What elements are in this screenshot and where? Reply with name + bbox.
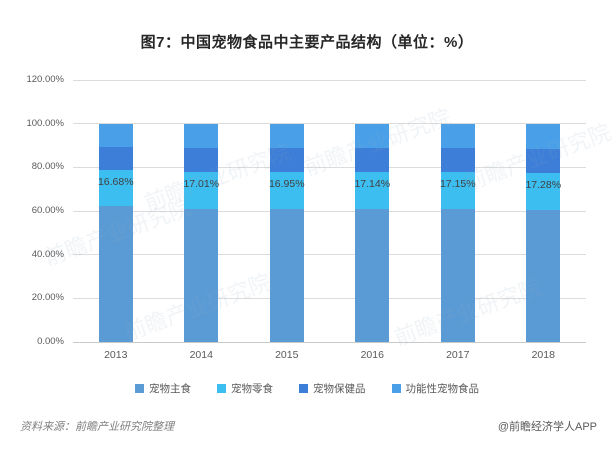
legend-marker-icon <box>299 384 308 393</box>
data-source-note: 资料来源：前瞻产业研究院整理 <box>20 421 174 433</box>
stacked-bar-2018: 17.28% <box>525 123 562 342</box>
x-tick-label-2016: 2016 <box>360 349 384 361</box>
bar-segment-宠物零食: 17.01% <box>183 171 220 209</box>
bar-segment-宠物零食: 17.14% <box>354 171 391 210</box>
bar-segment-功能性宠物食品 <box>440 123 475 148</box>
category-column-2016: 17.14% <box>330 80 416 342</box>
gridline-40 <box>73 254 586 256</box>
legend: 宠物主食 宠物零食 宠物保健品 功能性宠物食品 <box>0 381 614 396</box>
bar-segment-功能性宠物食品 <box>269 123 304 149</box>
x-tick-label-2013: 2013 <box>104 349 128 361</box>
bar-segment-功能性宠物食品 <box>98 123 133 147</box>
bar-segment-宠物保健品 <box>98 146 133 170</box>
legend-item-宠物零食: 宠物零食 <box>217 381 273 396</box>
bar-columns: 16.68% 17.01% 16.95% 17.14% 17.15% 17.28% <box>73 80 586 342</box>
data-label: 17.28% <box>525 178 562 191</box>
credit-note: @前瞻经济学人APP <box>497 421 597 433</box>
category-column-2017: 17.15% <box>415 80 501 342</box>
stacked-bar-2014: 17.01% <box>183 123 220 342</box>
legend-marker-icon <box>217 384 226 393</box>
gridline-60 <box>73 210 586 212</box>
category-column-2013: 16.68% <box>73 80 159 342</box>
bar-segment-宠物零食: 17.28% <box>525 172 562 211</box>
gridline-0 <box>73 341 586 343</box>
x-tick-label-2015: 2015 <box>275 349 299 361</box>
x-axis: 2013 2014 2015 2016 2017 2018 <box>73 349 586 361</box>
gridline-20 <box>73 297 586 299</box>
bar-segment-宠物零食: 16.95% <box>268 171 305 209</box>
y-axis: 0.00% 20.00% 40.00% 60.00% 80.00% 100.00% 120.… <box>0 74 64 347</box>
bar-segment-宠物主食 <box>98 206 133 342</box>
y-tick-label: 20.00% <box>31 292 64 304</box>
x-tick-label-2018: 2018 <box>531 349 555 361</box>
legend-label: 宠物保健品 <box>313 383 366 395</box>
bar-segment-功能性宠物食品 <box>526 123 561 149</box>
bar-segment-宠物零食: 17.15% <box>439 171 476 210</box>
legend-item-功能性宠物食品: 功能性宠物食品 <box>391 381 480 396</box>
bar-segment-宠物主食 <box>269 208 304 342</box>
category-column-2014: 17.01% <box>159 80 245 342</box>
footer: 资料来源：前瞻产业研究院整理 @前瞻经济学人APP <box>20 418 597 434</box>
gridline-80 <box>73 166 586 168</box>
category-column-2015: 16.95% <box>244 80 330 342</box>
data-label: 17.15% <box>439 177 476 190</box>
bar-segment-宠物主食 <box>440 209 475 342</box>
legend-label: 宠物零食 <box>231 383 273 395</box>
legend-item-宠物主食: 宠物主食 <box>135 381 191 396</box>
stacked-bar-2016: 17.14% <box>354 123 391 342</box>
y-tick-label: 60.00% <box>31 205 64 216</box>
y-tick-label: 80.00% <box>31 161 64 173</box>
x-tick-label-2014: 2014 <box>189 349 213 361</box>
data-label: 16.95% <box>268 177 305 190</box>
stacked-bar-2015: 16.95% <box>268 123 305 342</box>
legend-label: 宠物主食 <box>149 383 191 395</box>
y-tick-label: 120.00% <box>26 74 64 85</box>
legend-marker-icon <box>135 384 144 393</box>
stacked-bar-2017: 17.15% <box>439 123 476 342</box>
bar-segment-宠物保健品 <box>184 147 219 172</box>
y-tick-label: 40.00% <box>31 248 64 260</box>
x-tick-label-2017: 2017 <box>446 349 470 361</box>
bar-segment-功能性宠物食品 <box>355 123 390 149</box>
bar-segment-宠物零食: 16.68% <box>97 169 134 207</box>
data-label: 17.01% <box>183 177 220 190</box>
category-column-2018: 17.28% <box>501 80 587 342</box>
chart-title: 图7：中国宠物食品中主要产品结构（单位：%） <box>140 34 474 51</box>
bar-segment-宠物主食 <box>184 208 219 342</box>
y-tick-label: 100.00% <box>26 117 64 129</box>
legend-label: 功能性宠物食品 <box>405 383 480 395</box>
bar-segment-宠物主食 <box>355 209 390 342</box>
bar-segment-宠物主食 <box>526 210 561 342</box>
bar-segment-宠物保健品 <box>355 148 390 172</box>
y-tick-label: 0.00% <box>37 336 64 347</box>
legend-item-宠物保健品: 宠物保健品 <box>299 381 366 396</box>
gridline-120 <box>73 79 586 81</box>
bar-segment-功能性宠物食品 <box>184 123 219 148</box>
legend-marker-icon <box>391 384 401 393</box>
bar-segment-宠物保健品 <box>526 148 561 173</box>
plot-area: 16.68% 17.01% 16.95% 17.14% 17.15% 17.28% <box>73 79 586 343</box>
bar-segment-宠物保健品 <box>269 148 304 172</box>
data-label: 17.14% <box>354 177 391 190</box>
bar-segment-宠物保健品 <box>440 147 475 172</box>
data-label: 16.68% <box>97 175 134 188</box>
gridline-100 <box>73 123 586 125</box>
stacked-bar-2013: 16.68% <box>97 123 134 342</box>
